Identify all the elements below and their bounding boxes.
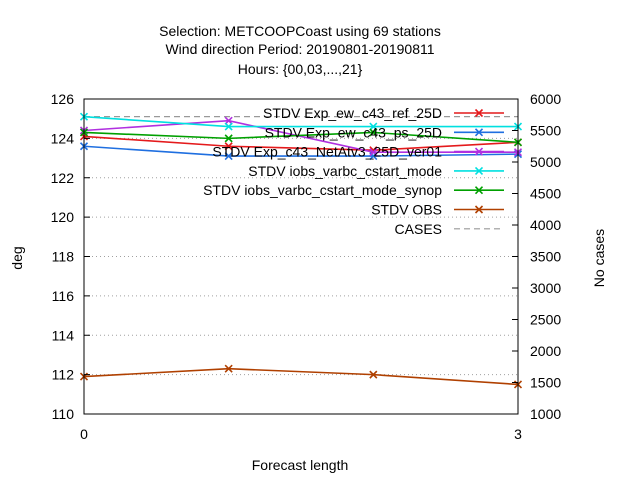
y-tick-label: 124 [51,130,75,146]
legend-marker-3 [474,147,484,156]
series-line-3 [83,119,518,153]
data-point-6 [369,370,378,379]
legend-label-2: STDV Exp_ew_c43_ps_25D [265,124,442,140]
legend-label-4: STDV iobs_varbc_cstart_mode [248,163,442,179]
series-line-5 [83,131,519,144]
y2-tick-label: 4500 [530,186,561,202]
data-point-4 [224,122,233,131]
y2-tick-label: 6000 [530,91,561,107]
x-tick-label: 0 [80,426,88,442]
title-line-1: Selection: METCOOPCoast using 69 station… [159,23,441,39]
data-point-4 [369,122,378,131]
x-tick-label: 3 [514,426,522,442]
data-point-2 [224,152,233,161]
legend-label-1: STDV Exp_ew_c43_ref_25D [263,105,442,121]
data-point-6 [224,364,233,373]
legend: STDV Exp_ew_c43_ref_25D STDV Exp_ew_c43_p… [203,105,504,237]
y-axis-ticks: 110 112 114 116 118 120 122 124 126 [51,91,90,422]
series-line-1 [83,135,519,151]
title-line-3: Hours: {00,03,...,21} [238,61,363,77]
y2-tick-label: 1500 [530,375,561,391]
y2-tick-label: 3000 [530,280,561,296]
y2-tick-label: 5500 [530,123,561,139]
y2-axis-ticks: 1000 1500 2000 2500 3000 3500 4000 4500 5000 5500… [512,91,561,422]
x-axis-label: Forecast length [252,457,349,473]
y2-axis-label: No cases [591,229,607,287]
legend-marker-6 [474,205,484,214]
data-point-3 [369,148,378,157]
legend-marker-4 [474,166,484,175]
y-tick-label: 126 [51,91,75,107]
y-tick-label: 118 [52,249,75,265]
y2-tick-label: 2000 [530,343,561,359]
series-line-4 [83,115,518,128]
y2-tick-label: 1000 [530,406,561,422]
grid [84,137,518,376]
y-tick-label: 112 [52,367,75,383]
series-line-2 [83,145,519,157]
y-tick-label: 110 [52,406,75,422]
y2-tick-label: 2500 [530,312,561,328]
data-point-3 [224,116,233,125]
legend-marker-5 [474,186,484,195]
data-point-1 [224,142,233,151]
legend-label-5: STDV iobs_varbc_cstart_mode_synop [203,182,442,198]
legend-label-6: STDV OBS [371,202,442,218]
data-point-5 [369,128,378,137]
y-tick-label: 114 [52,327,75,343]
legend-marker-1 [474,108,484,118]
series-line-6 [83,367,519,386]
legend-label-7: CASES [395,221,442,237]
y-axis-label: deg [9,246,25,269]
y-tick-label: 116 [52,288,75,304]
y2-tick-label: 5000 [530,154,561,170]
y-tick-label: 120 [51,209,75,225]
chart-title: Selection: METCOOPCoast using 69 station… [159,23,441,77]
data-point-5 [224,134,233,143]
y2-tick-label: 3500 [530,249,561,265]
legend-label-3: STDV Exp_c43_NetAtv3_25D_ver01 [212,144,442,160]
y-tick-label: 122 [51,170,75,186]
y2-tick-label: 4000 [530,217,561,233]
legend-marker-2 [474,128,484,137]
title-line-2: Wind direction Period: 20190801-20190811 [165,41,434,57]
